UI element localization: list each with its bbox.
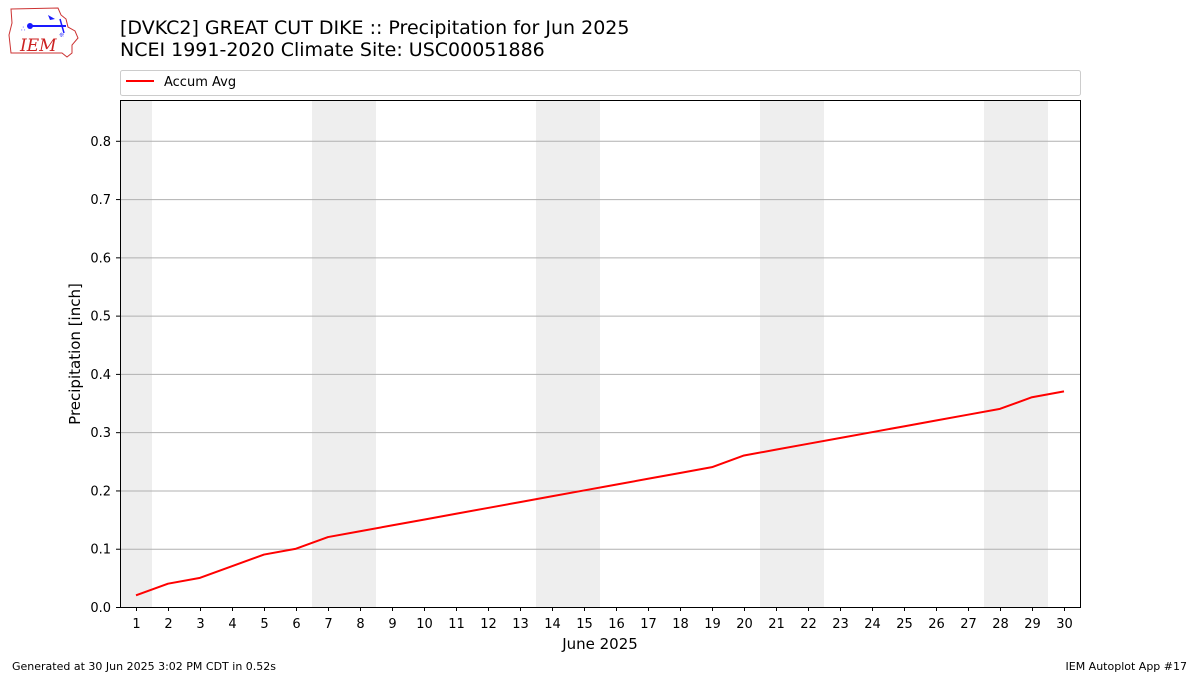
x-axis-ticks: 1 2 3 4 5 6 7 8 9 10 11 12 13 14 15 16 17 18 19 20 21 22 23 24 2… — [132, 607, 1073, 632]
x-tick-label-17: 18 — [672, 617, 689, 632]
chart-title: [DVKC2] GREAT CUT DIKE :: Precipitation … — [120, 17, 630, 39]
legend-box — [120, 70, 1081, 96]
weekend-bands — [120, 100, 1048, 607]
y-axis-ticks: 0.0 0.1 0.2 0.3 0.4 0.5 0.6 0.7 0.8 — [90, 135, 120, 616]
x-tick-label-25: 26 — [928, 617, 945, 632]
series-line-accum-avg — [135, 390, 1065, 597]
y-tick-label-5: 0.5 — [90, 310, 111, 325]
y-tick-label-4: 0.4 — [90, 368, 111, 383]
series-layer — [135, 390, 1065, 597]
gridlines — [120, 140, 1080, 550]
generated-timestamp: Generated at 30 Jun 2025 3:02 PM CDT in … — [12, 660, 277, 673]
x-tick-label-12: 13 — [512, 617, 529, 632]
x-tick-label-22: 23 — [832, 617, 849, 632]
y-tick-label-2: 0.2 — [90, 484, 111, 499]
y-tick-label-3: 0.3 — [90, 426, 111, 441]
x-tick-label-18: 19 — [704, 617, 721, 632]
chart-subtitle: NCEI 1991-2020 Climate Site: USC00051886 — [120, 39, 545, 61]
x-tick-label-24: 25 — [896, 617, 913, 632]
plot-frame — [120, 100, 1081, 608]
svg-text:❊: ❊ — [59, 32, 64, 39]
x-tick-label-27: 28 — [992, 617, 1009, 632]
x-tick-label-26: 27 — [960, 617, 977, 632]
x-tick-label-8: 9 — [388, 617, 396, 632]
weekend-band-4 — [984, 100, 1048, 607]
y-axis-label: Precipitation [inch] — [66, 283, 84, 425]
legend-label-accum-avg: Accum Avg — [164, 75, 236, 90]
weekend-band-3 — [760, 100, 824, 607]
x-tick-label-23: 24 — [864, 617, 881, 632]
app-label: IEM Autoplot App #17 — [1065, 660, 1188, 673]
x-tick-label-1: 2 — [164, 617, 172, 632]
x-tick-label-28: 29 — [1024, 617, 1041, 632]
x-tick-label-6: 7 — [324, 617, 332, 632]
x-tick-label-3: 4 — [228, 617, 236, 632]
y-tick-label-8: 0.8 — [90, 135, 111, 150]
y-tick-label-6: 0.6 — [90, 251, 111, 266]
x-tick-label-29: 30 — [1056, 617, 1073, 632]
x-axis-label: June 2025 — [561, 635, 638, 653]
y-tick-label-0: 0.0 — [90, 601, 111, 616]
weekend-band-2 — [536, 100, 600, 607]
x-tick-label-9: 10 — [416, 617, 433, 632]
x-tick-label-4: 5 — [260, 617, 268, 632]
x-tick-label-16: 17 — [640, 617, 657, 632]
logo-text: IEM — [19, 36, 57, 56]
weekend-band-1 — [312, 100, 376, 607]
x-tick-label-14: 15 — [576, 617, 593, 632]
x-tick-label-11: 12 — [480, 617, 497, 632]
svg-text:∴: ∴ — [21, 25, 26, 33]
x-tick-label-13: 14 — [544, 617, 561, 632]
x-tick-label-2: 3 — [196, 617, 204, 632]
x-tick-label-21: 22 — [800, 617, 817, 632]
x-tick-label-20: 21 — [768, 617, 785, 632]
y-tick-label-7: 0.7 — [90, 193, 111, 208]
weekend-band-0 — [120, 100, 152, 607]
iem-logo: ∴ ❊ IEM — [8, 7, 79, 58]
legend: Accum Avg — [120, 70, 1081, 96]
x-tick-label-0: 1 — [132, 617, 140, 632]
iowa-outline-icon — [8, 7, 79, 58]
x-tick-label-7: 8 — [356, 617, 364, 632]
x-tick-label-10: 11 — [448, 617, 465, 632]
x-tick-label-5: 6 — [292, 617, 300, 632]
y-tick-label-1: 0.1 — [90, 543, 111, 558]
x-tick-label-15: 16 — [608, 617, 625, 632]
x-tick-label-19: 20 — [736, 617, 753, 632]
